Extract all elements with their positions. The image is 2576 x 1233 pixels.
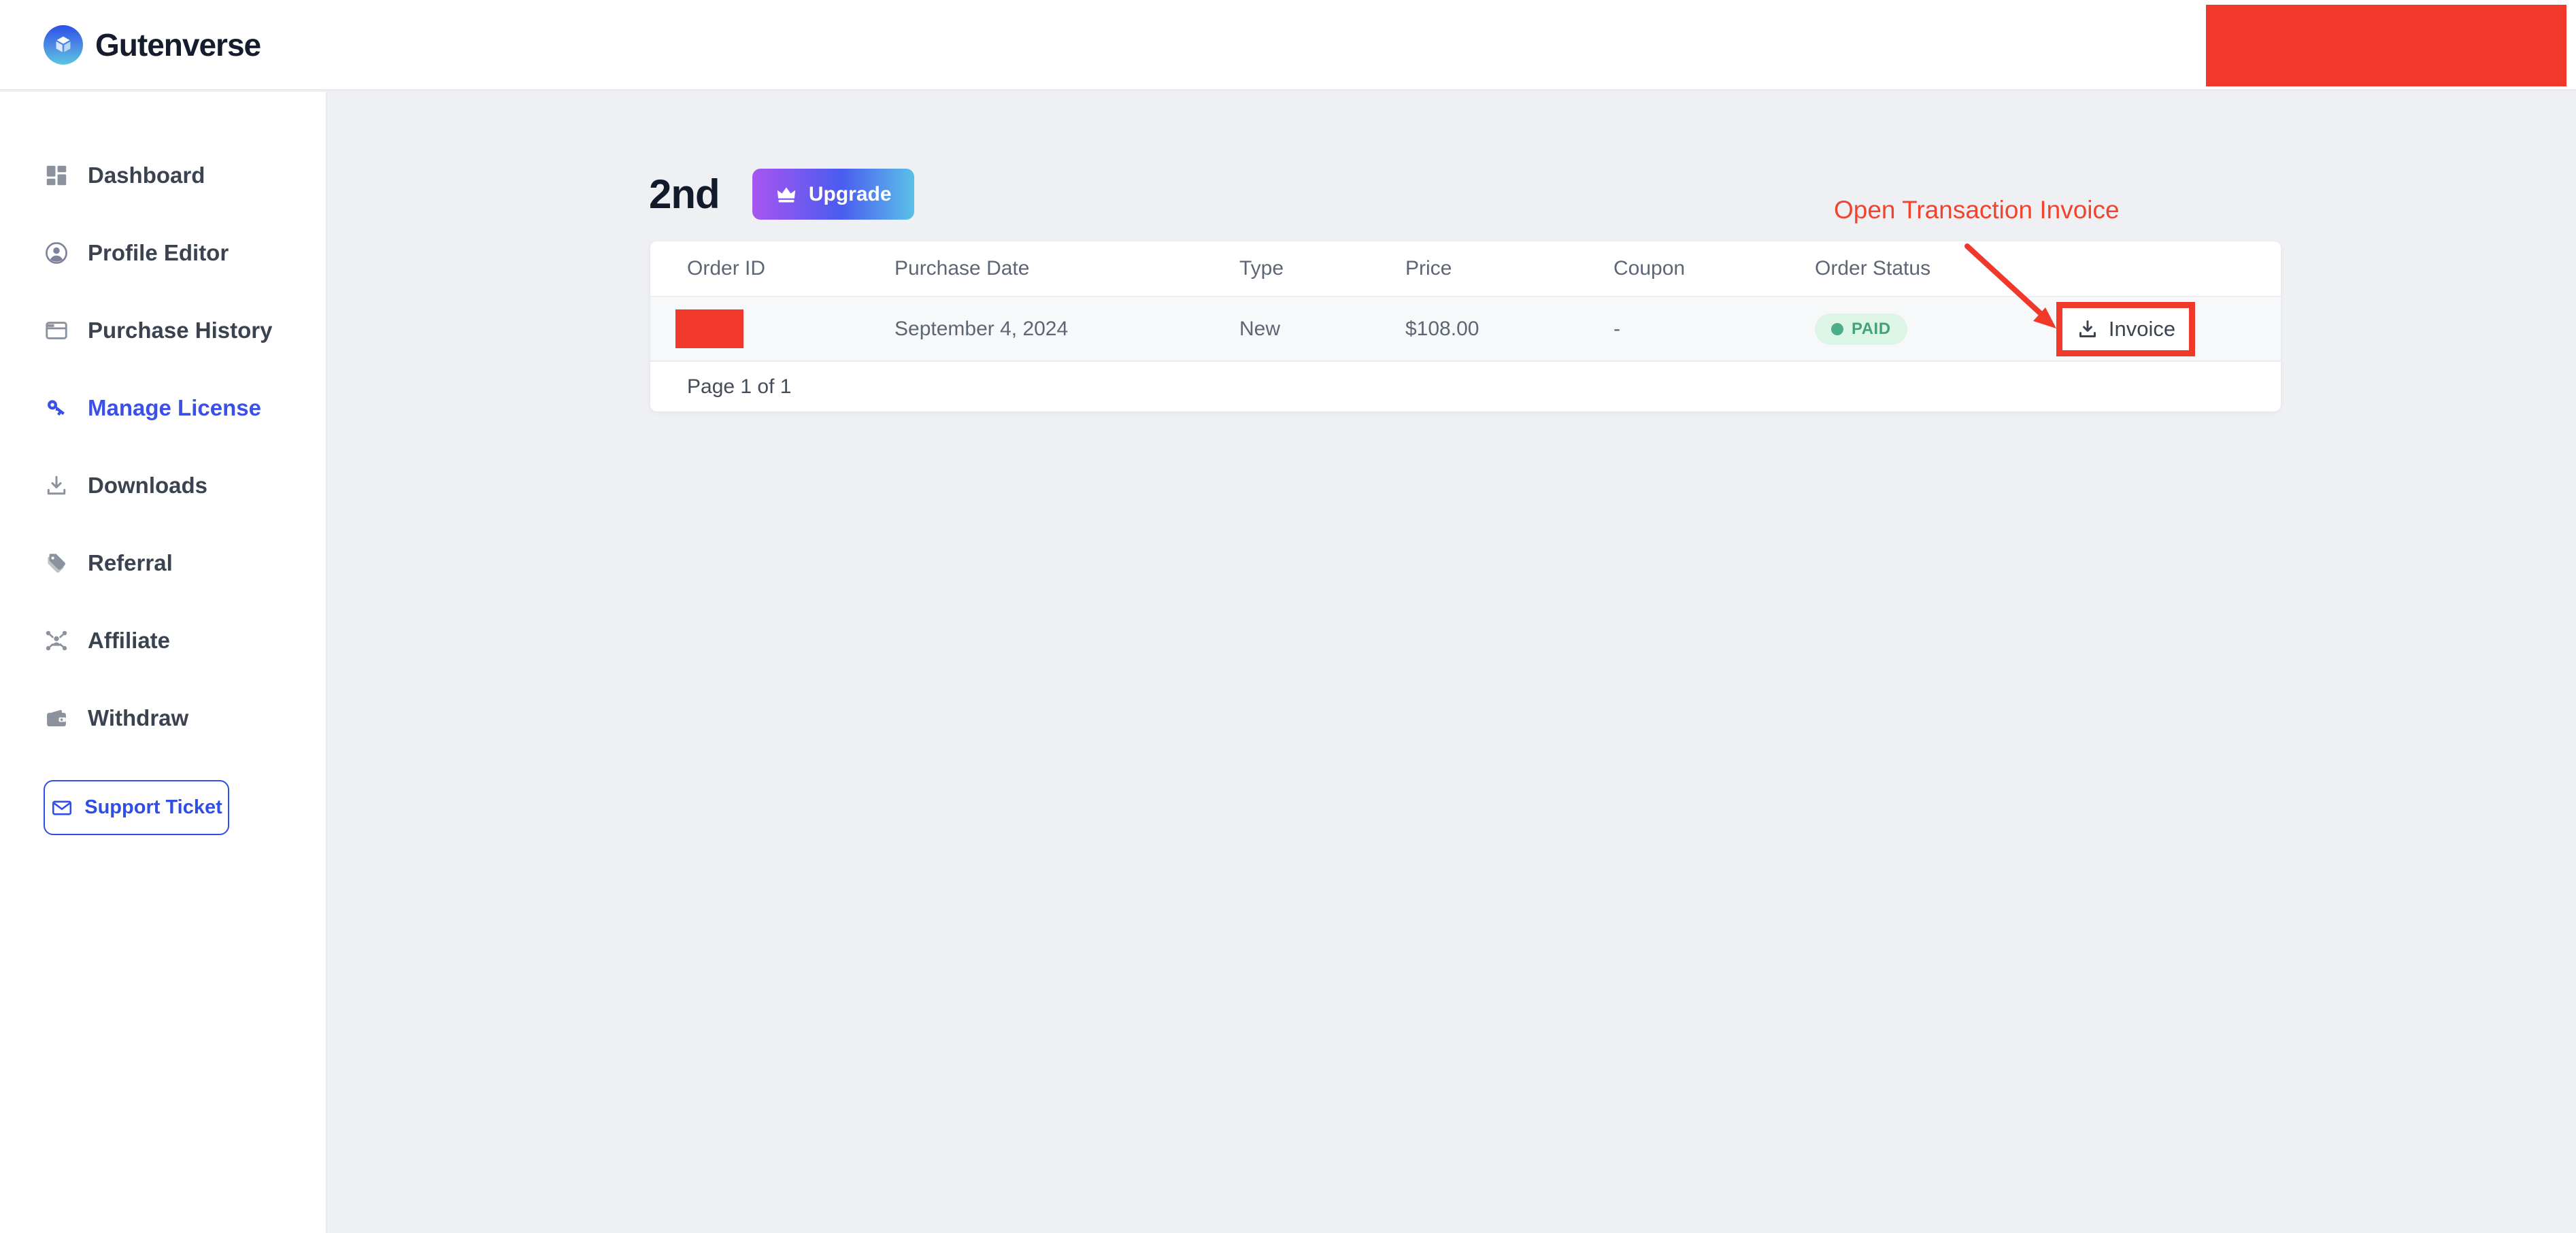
sidebar-item-dashboard[interactable]: Dashboard bbox=[0, 137, 326, 214]
purchase-date-cell: September 4, 2024 bbox=[894, 317, 1069, 340]
table-footer: Page 1 of 1 bbox=[650, 362, 2281, 411]
support-ticket-label: Support Ticket bbox=[84, 796, 222, 818]
status-badge: PAID bbox=[1815, 313, 1907, 345]
main-content: 2nd Upgrade Open Transaction Invoice Ord… bbox=[329, 92, 2576, 1233]
col-header-order-status: Order Status bbox=[1815, 257, 1931, 280]
sidebar-item-profile-editor[interactable]: Profile Editor bbox=[0, 214, 326, 292]
purchase-card-icon bbox=[44, 318, 69, 343]
sidebar-item-label: Affiliate bbox=[88, 628, 171, 653]
invoice-cell: Invoice bbox=[2056, 301, 2281, 356]
upgrade-label: Upgrade bbox=[808, 182, 892, 205]
col-header-coupon: Coupon bbox=[1613, 257, 1686, 280]
sidebar-item-purchase-history[interactable]: Purchase History bbox=[0, 292, 326, 369]
pagination-info: Page 1 of 1 bbox=[687, 375, 792, 398]
cube-glyph bbox=[56, 36, 71, 52]
purchase-table-card: Order ID Purchase Date Type Price Coupon… bbox=[650, 241, 2281, 411]
affiliate-network-icon bbox=[44, 628, 69, 654]
table-row: September 4, 2024 New $108.00 - PAID bbox=[650, 297, 2281, 362]
brand-logo[interactable]: Gutenverse bbox=[44, 24, 261, 65]
mail-icon bbox=[52, 800, 72, 815]
invoice-button[interactable]: Invoice bbox=[2056, 301, 2195, 356]
sidebar-item-affiliate[interactable]: Affiliate bbox=[0, 602, 326, 679]
col-header-price: Price bbox=[1405, 257, 1452, 280]
sidebar-item-label: Manage License bbox=[88, 395, 261, 420]
col-header-order-id: Order ID bbox=[687, 257, 766, 280]
status-text: PAID bbox=[1852, 319, 1891, 338]
status-dot-icon bbox=[1831, 322, 1843, 335]
type-cell: New bbox=[1239, 317, 1281, 340]
wallet-icon bbox=[44, 705, 69, 731]
user-circle-icon bbox=[44, 240, 69, 266]
table-header-row: Order ID Purchase Date Type Price Coupon… bbox=[650, 241, 2281, 297]
col-header-purchase-date: Purchase Date bbox=[894, 257, 1030, 280]
sidebar-nav: Dashboard Profile Editor Purchase Hi bbox=[0, 92, 327, 1233]
sidebar-item-label: Referral bbox=[88, 550, 173, 575]
sidebar-item-referral[interactable]: Referral bbox=[0, 524, 326, 602]
col-header-type: Type bbox=[1239, 257, 1284, 280]
sidebar-item-label: Downloads bbox=[88, 473, 208, 498]
plan-title: 2nd bbox=[649, 171, 720, 217]
order-id-redaction-box bbox=[675, 309, 743, 348]
brand-name: Gutenverse bbox=[95, 27, 261, 63]
key-icon bbox=[44, 395, 69, 421]
download-invoice-icon bbox=[2079, 320, 2096, 337]
download-icon bbox=[44, 473, 69, 499]
sidebar-item-label: Purchase History bbox=[88, 318, 273, 343]
order-id-cell bbox=[650, 309, 894, 348]
gutenverse-logo-icon bbox=[44, 24, 83, 65]
invoice-label: Invoice bbox=[2108, 316, 2176, 341]
support-ticket-button[interactable]: Support Ticket bbox=[44, 780, 229, 835]
top-header: Gutenverse bbox=[0, 0, 2576, 90]
dashboard-grid-icon bbox=[44, 163, 69, 188]
sidebar-item-label: Dashboard bbox=[88, 163, 205, 188]
sidebar-item-label: Withdraw bbox=[88, 705, 189, 730]
plan-heading-row: 2nd Upgrade bbox=[649, 169, 914, 220]
sidebar-item-withdraw[interactable]: Withdraw bbox=[0, 679, 326, 757]
sidebar-item-label: Profile Editor bbox=[88, 240, 229, 265]
price-cell: $108.00 bbox=[1405, 317, 1479, 340]
crown-icon bbox=[777, 187, 796, 202]
coupon-cell: - bbox=[1613, 317, 1620, 340]
annotation-open-transaction-invoice: Open Transaction Invoice bbox=[1834, 196, 2120, 224]
account-info-redaction-box bbox=[2206, 5, 2566, 86]
sidebar-item-downloads[interactable]: Downloads bbox=[0, 447, 326, 524]
upgrade-button[interactable]: Upgrade bbox=[752, 169, 914, 220]
sidebar-item-manage-license[interactable]: Manage License bbox=[0, 369, 326, 447]
order-status-cell: PAID bbox=[1815, 313, 2056, 345]
tag-icon bbox=[44, 550, 69, 576]
